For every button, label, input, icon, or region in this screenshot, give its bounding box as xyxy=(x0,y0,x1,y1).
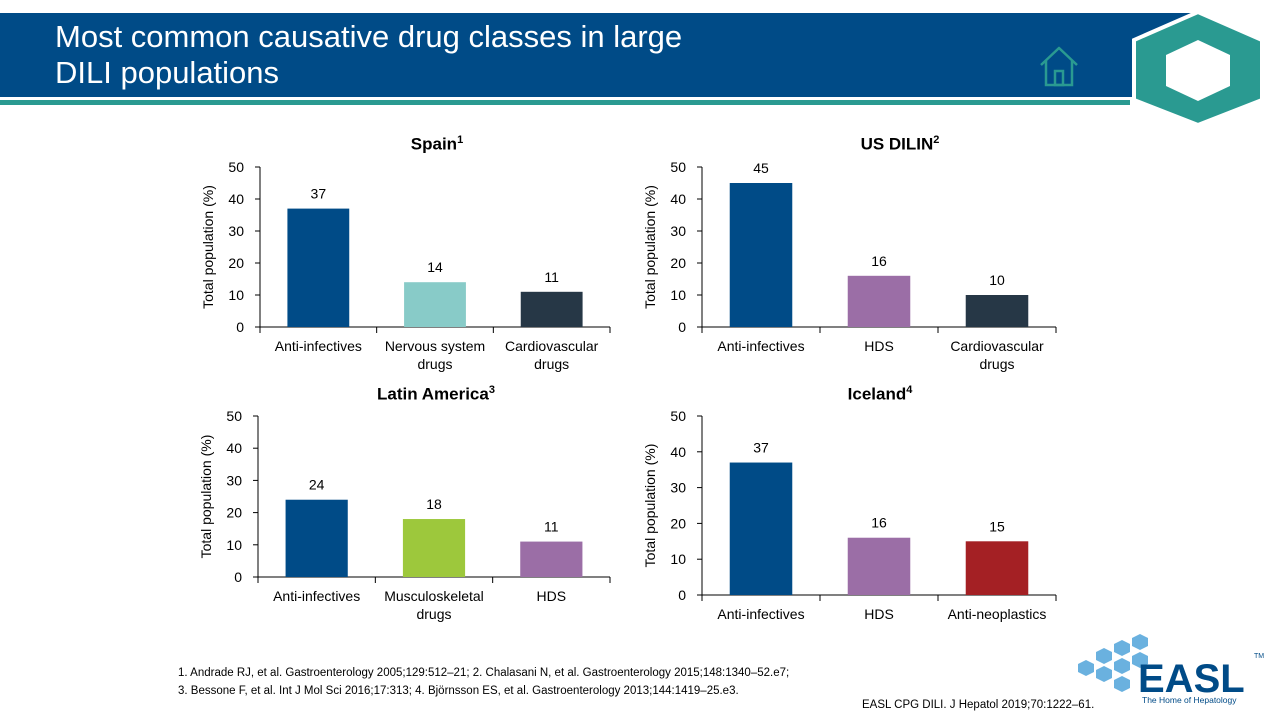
chart-title-superscript: 4 xyxy=(906,384,913,396)
bar-value-label: 16 xyxy=(871,515,887,531)
chart-title: Spain1 xyxy=(287,134,587,155)
x-category-label: Musculoskeletal xyxy=(384,588,484,604)
chart-title-superscript: 2 xyxy=(933,134,940,146)
reference-line-1: 1. Andrade RJ, et al. Gastroenterology 2… xyxy=(178,667,790,679)
x-category-label: HDS xyxy=(864,606,894,622)
bar xyxy=(520,541,583,577)
y-tick-label: 50 xyxy=(226,408,242,424)
chart-title: Iceland4 xyxy=(730,384,1030,405)
chart-title-superscript: 1 xyxy=(457,134,464,146)
y-tick-label: 30 xyxy=(226,472,242,488)
y-tick-label: 0 xyxy=(234,569,242,585)
y-tick-label: 10 xyxy=(226,537,242,553)
chart-title-text: Iceland xyxy=(847,384,907,404)
y-tick-label: 10 xyxy=(228,287,244,303)
x-category-label: Cardiovascular xyxy=(950,338,1044,354)
chart-title-text: Spain xyxy=(410,134,458,154)
bar xyxy=(965,541,1029,595)
y-tick-label: 30 xyxy=(670,480,686,496)
y-tick-label: 40 xyxy=(228,191,244,207)
bar xyxy=(729,462,793,595)
x-category-label: drugs xyxy=(979,356,1014,372)
bar xyxy=(285,499,348,577)
bar-value-label: 16 xyxy=(871,253,887,269)
x-category-label: Cardiovascular xyxy=(505,338,599,354)
y-tick-label: 40 xyxy=(670,191,686,207)
x-category-label: HDS xyxy=(864,338,894,354)
bar xyxy=(402,519,466,577)
home-icon[interactable] xyxy=(1038,44,1080,88)
x-category-label: HDS xyxy=(537,588,567,604)
x-category-label: Anti-neoplastics xyxy=(948,606,1047,622)
y-tick-label: 10 xyxy=(670,287,686,303)
y-axis-label: Total population (%) xyxy=(642,185,658,309)
slide-title: Most common causative drug classes in la… xyxy=(55,19,815,91)
chart-title-text: Latin America xyxy=(377,384,489,404)
y-tick-label: 20 xyxy=(670,515,686,531)
y-tick-label: 50 xyxy=(228,159,244,175)
y-tick-label: 0 xyxy=(678,319,686,335)
slide-title-line2: DILI populations xyxy=(55,55,280,90)
chart-title-text: US DILIN xyxy=(860,134,934,154)
bar-value-label: 37 xyxy=(311,186,327,202)
y-axis-label: Total population (%) xyxy=(642,444,658,568)
bar xyxy=(404,282,466,327)
bar-value-label: 24 xyxy=(309,477,325,493)
easl-logo-text: EASL xyxy=(1138,657,1245,701)
y-tick-label: 40 xyxy=(670,444,686,460)
y-tick-label: 20 xyxy=(670,255,686,271)
bar-value-label: 15 xyxy=(989,518,1005,534)
y-tick-label: 20 xyxy=(228,255,244,271)
x-category-label: drugs xyxy=(416,606,451,622)
reference-line-2: 3. Bessone F, et al. Int J Mol Sci 2016;… xyxy=(178,685,739,697)
bar xyxy=(287,208,350,327)
y-tick-label: 10 xyxy=(670,551,686,567)
bar xyxy=(965,295,1029,327)
references: 1. Andrade RJ, et al. Gastroenterology 2… xyxy=(178,664,789,700)
chart-title-superscript: 3 xyxy=(488,384,495,396)
bar-value-label: 18 xyxy=(426,496,442,512)
y-tick-label: 40 xyxy=(226,440,242,456)
easl-logo-tagline: The Home of Hepatology xyxy=(1142,695,1237,705)
bar-value-label: 14 xyxy=(427,259,443,275)
y-tick-label: 0 xyxy=(236,319,244,335)
x-category-label: Anti-infectives xyxy=(275,338,362,354)
y-tick-label: 50 xyxy=(670,159,686,175)
bar-value-label: 11 xyxy=(544,519,559,535)
bar xyxy=(847,275,911,327)
bar-value-label: 45 xyxy=(753,160,769,176)
hexagon-icon xyxy=(1132,9,1264,128)
x-category-label: drugs xyxy=(417,356,452,372)
easl-logo: EASL TM The Home of Hepatology xyxy=(1078,634,1264,705)
bar xyxy=(729,183,793,327)
header-bar xyxy=(0,13,1200,97)
y-tick-label: 20 xyxy=(226,505,242,521)
bar xyxy=(847,537,911,595)
y-axis-label: Total population (%) xyxy=(200,185,216,309)
x-category-label: Anti-infectives xyxy=(717,606,804,622)
bar-value-label: 11 xyxy=(544,269,559,285)
bar-value-label: 10 xyxy=(989,272,1005,288)
x-category-label: Nervous system xyxy=(385,338,485,354)
easl-hexagons-icon xyxy=(1078,634,1148,692)
bar-value-label: 37 xyxy=(753,440,769,456)
chart-title: US DILIN2 xyxy=(750,134,1050,155)
y-tick-label: 30 xyxy=(670,223,686,239)
x-category-label: Anti-infectives xyxy=(273,588,360,604)
y-tick-label: 50 xyxy=(670,408,686,424)
guideline-citation: EASL CPG DILI. J Hepatol 2019;70:1222–61… xyxy=(862,699,1095,711)
y-axis-label: Total population (%) xyxy=(198,435,214,559)
slide-title-line1: Most common causative drug classes in la… xyxy=(55,19,683,54)
y-tick-label: 30 xyxy=(228,223,244,239)
x-category-label: drugs xyxy=(534,356,569,372)
bar xyxy=(520,291,583,327)
header-accent-line xyxy=(0,100,1130,105)
easl-logo-tm: TM xyxy=(1254,653,1264,660)
chart-title: Latin America3 xyxy=(286,384,586,405)
y-tick-label: 0 xyxy=(678,587,686,603)
x-category-label: Anti-infectives xyxy=(717,338,804,354)
